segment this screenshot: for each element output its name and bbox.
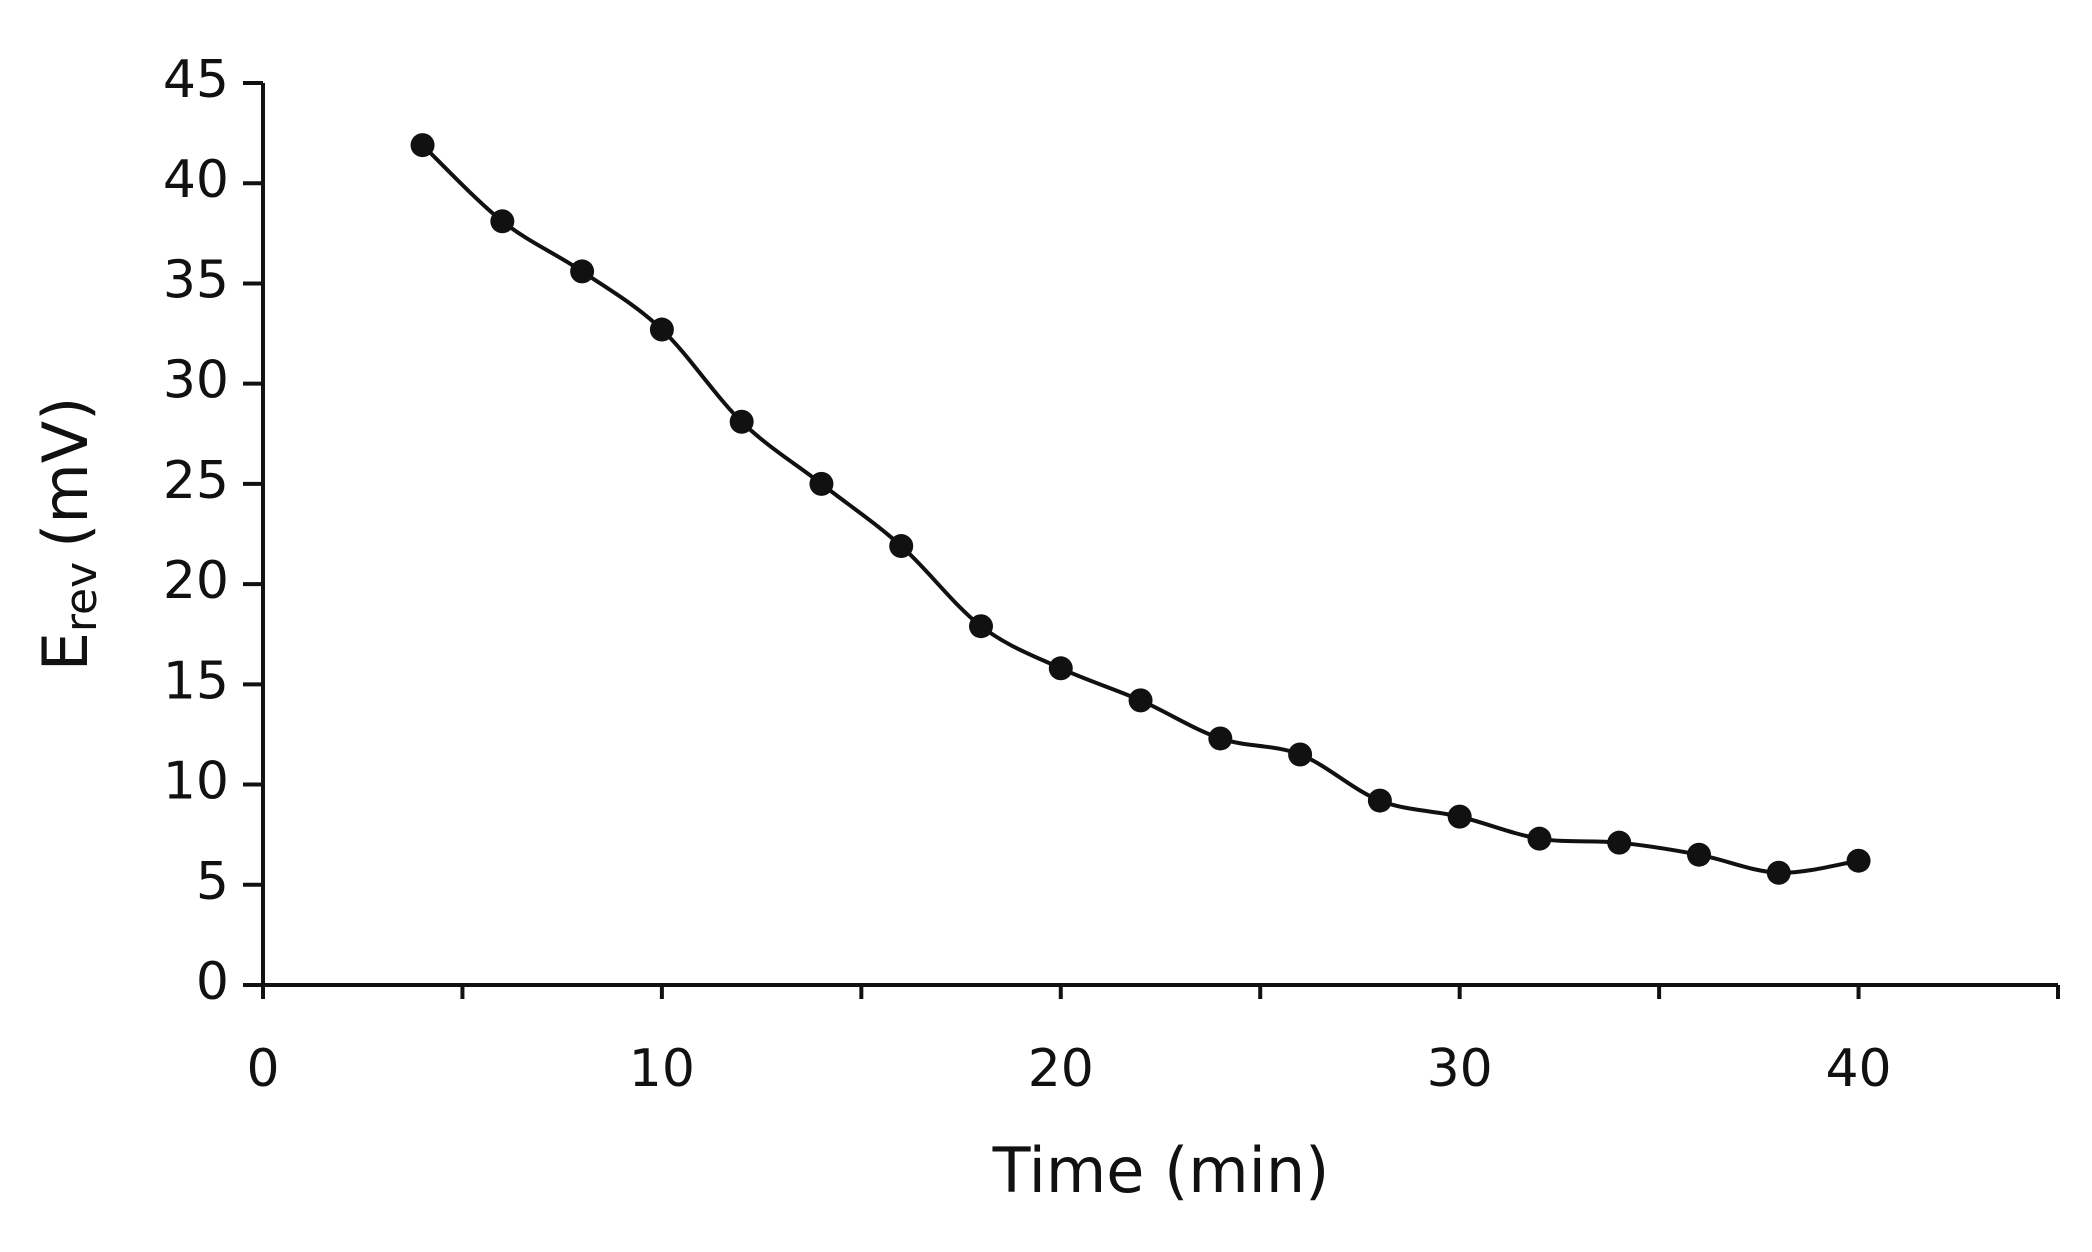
data-point — [1288, 742, 1313, 767]
data-point — [1128, 688, 1153, 713]
y-tick-label: 5 — [196, 852, 229, 912]
data-point — [889, 534, 914, 559]
y-tick-label: 20 — [163, 551, 229, 611]
y-tick-label: 30 — [163, 351, 229, 411]
data-point — [809, 471, 834, 496]
data-point — [490, 209, 515, 234]
x-axis-title: Time (min) — [992, 1134, 1330, 1207]
data-point — [1208, 726, 1233, 751]
x-tick-label: 0 — [246, 1039, 279, 1099]
data-point — [1527, 826, 1552, 851]
data-point — [410, 133, 435, 158]
data-line — [421, 143, 1859, 875]
y-title-unit: (mV) — [29, 397, 102, 548]
data-point — [1607, 830, 1632, 855]
x-tick-label: 40 — [1825, 1039, 1891, 1099]
data-point — [1367, 788, 1392, 813]
x-tick-label: 30 — [1427, 1039, 1493, 1099]
data-point — [969, 614, 993, 639]
data-point — [1846, 848, 1871, 873]
y-axis-title: Erev (mV) — [29, 397, 107, 672]
y-tick-label: 15 — [163, 651, 229, 711]
data-point — [1048, 656, 1073, 681]
data-point — [1766, 860, 1791, 885]
y-tick-label: 35 — [163, 250, 229, 310]
y-tick-label: 25 — [163, 451, 229, 511]
y-tick-label: 40 — [163, 150, 229, 210]
x-tick-label: 20 — [1028, 1039, 1094, 1099]
y-tick-label: 10 — [163, 752, 229, 812]
data-point — [1687, 842, 1711, 867]
x-tick-label: 10 — [629, 1039, 695, 1099]
y-tick-label: 0 — [196, 952, 229, 1012]
y-tick-label: 45 — [163, 50, 229, 110]
data-point — [1447, 804, 1472, 829]
data-point — [570, 259, 595, 284]
y-title-main: E — [29, 632, 102, 671]
data-point — [649, 317, 674, 342]
data-point — [729, 409, 754, 434]
y-title-subscript: rev — [56, 562, 107, 632]
